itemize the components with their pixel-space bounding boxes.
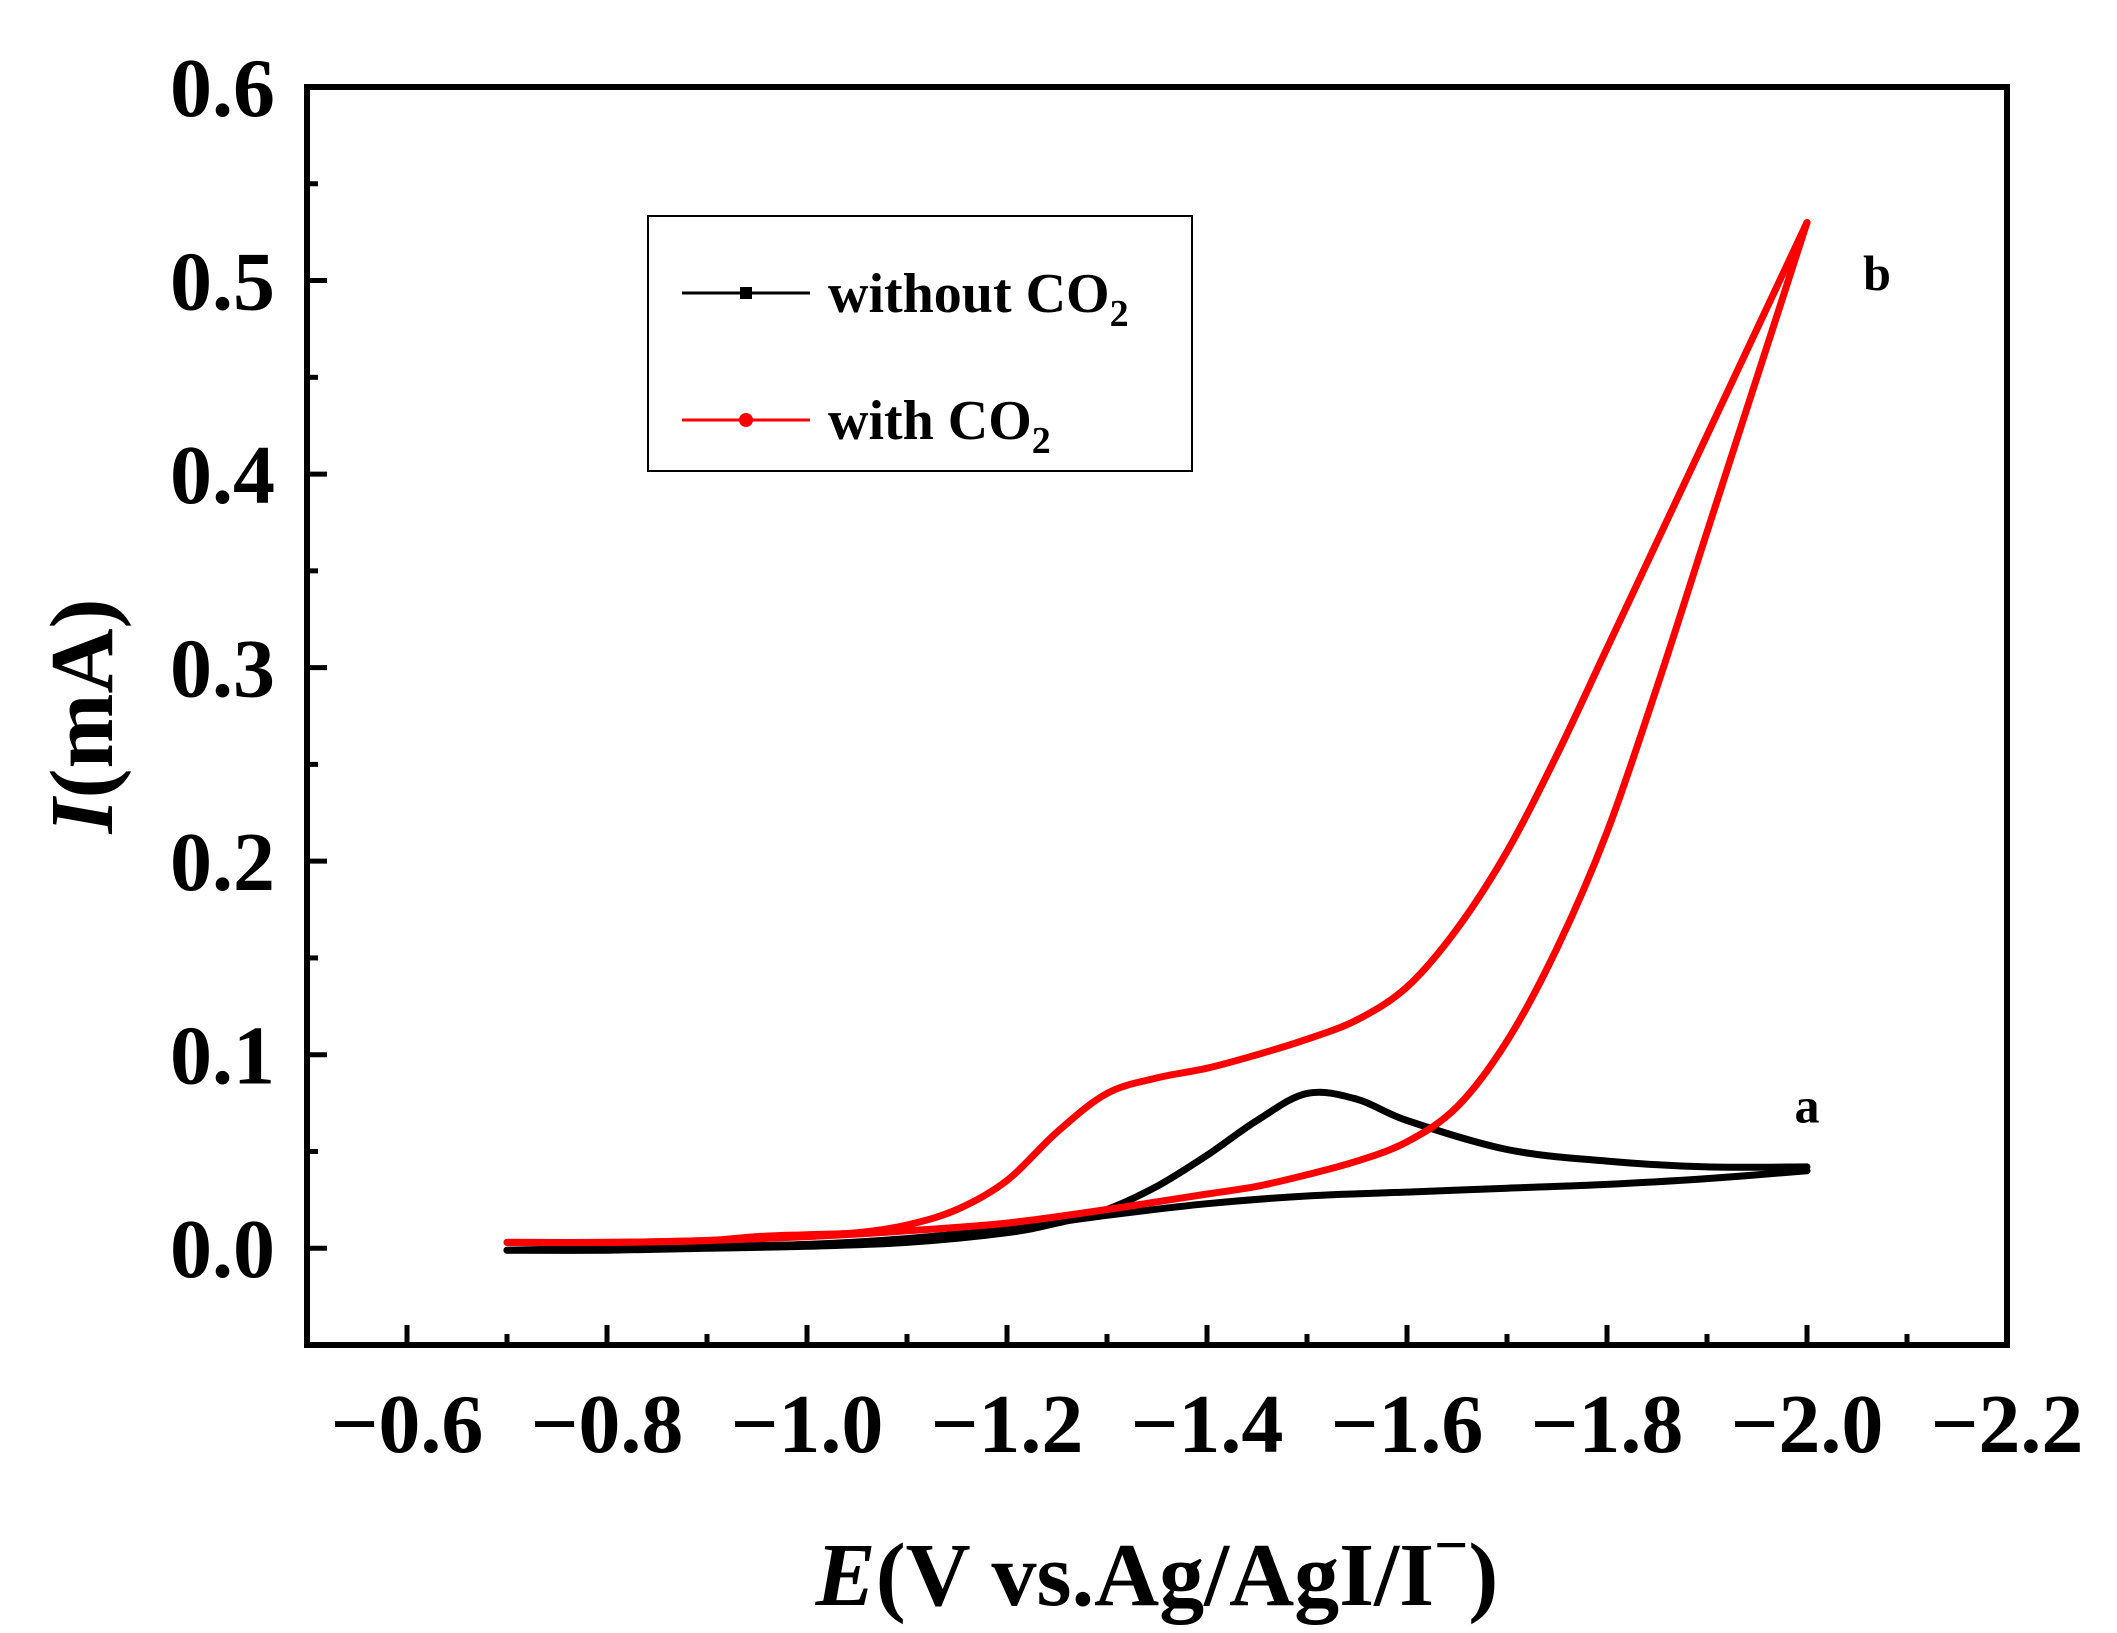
series-line-without-co2-forward [503, 1088, 1811, 1254]
x-tick-label: −1.0 [731, 1378, 884, 1471]
x-tick-label: −1.2 [931, 1378, 1084, 1471]
data-curves [503, 219, 1811, 1254]
y-tick-label: 0.4 [170, 429, 275, 522]
y-tick-label: 0.2 [170, 816, 275, 909]
legend-entry-without: without CO2 [828, 263, 1129, 335]
legend-marker-with [739, 413, 753, 427]
x-tick-label: −0.8 [531, 1378, 684, 1471]
curve-label-a: a [1795, 1077, 1820, 1133]
x-tick-label: −1.6 [1331, 1378, 1484, 1471]
plot-frame [304, 84, 2010, 1348]
x-tick-labels: −0.6 −0.8 −1.0 −1.2 −1.4 −1.6 −1.8 −2.0 −2.2 [331, 1378, 2084, 1471]
x-tick-label: −2.2 [1931, 1378, 2084, 1471]
y-tick-labels: 0.0 0.1 0.2 0.3 0.4 0.5 0.6 [170, 42, 275, 1296]
y-tick-label: 0.3 [170, 623, 275, 716]
x-tick-label: −2.0 [1731, 1378, 1884, 1471]
x-tick-label: −1.8 [1531, 1378, 1684, 1471]
y-tick-label: 0.5 [170, 236, 275, 329]
y-tick-label: 0.1 [170, 1010, 275, 1103]
legend: without CO2 with CO2 [647, 215, 1193, 472]
y-tick-label: 0.0 [170, 1203, 275, 1296]
y-tick-label: 0.6 [170, 42, 275, 135]
series-line-without-co2-reverse [503, 1167, 1811, 1254]
legend-box [647, 215, 1193, 472]
curve-label-b: b [1863, 245, 1891, 301]
legend-entry-with: with CO2 [828, 390, 1051, 462]
y-axis-title: I(mA) [33, 599, 132, 835]
series-line-with-co2-reverse [503, 219, 1811, 1247]
legend-marker-without [740, 287, 752, 299]
x-tick-label: −1.4 [1131, 1378, 1284, 1471]
x-axis-title: E(V vs.Ag/AgI/I−) [815, 1512, 1499, 1625]
x-tick-label: −0.6 [331, 1378, 484, 1471]
